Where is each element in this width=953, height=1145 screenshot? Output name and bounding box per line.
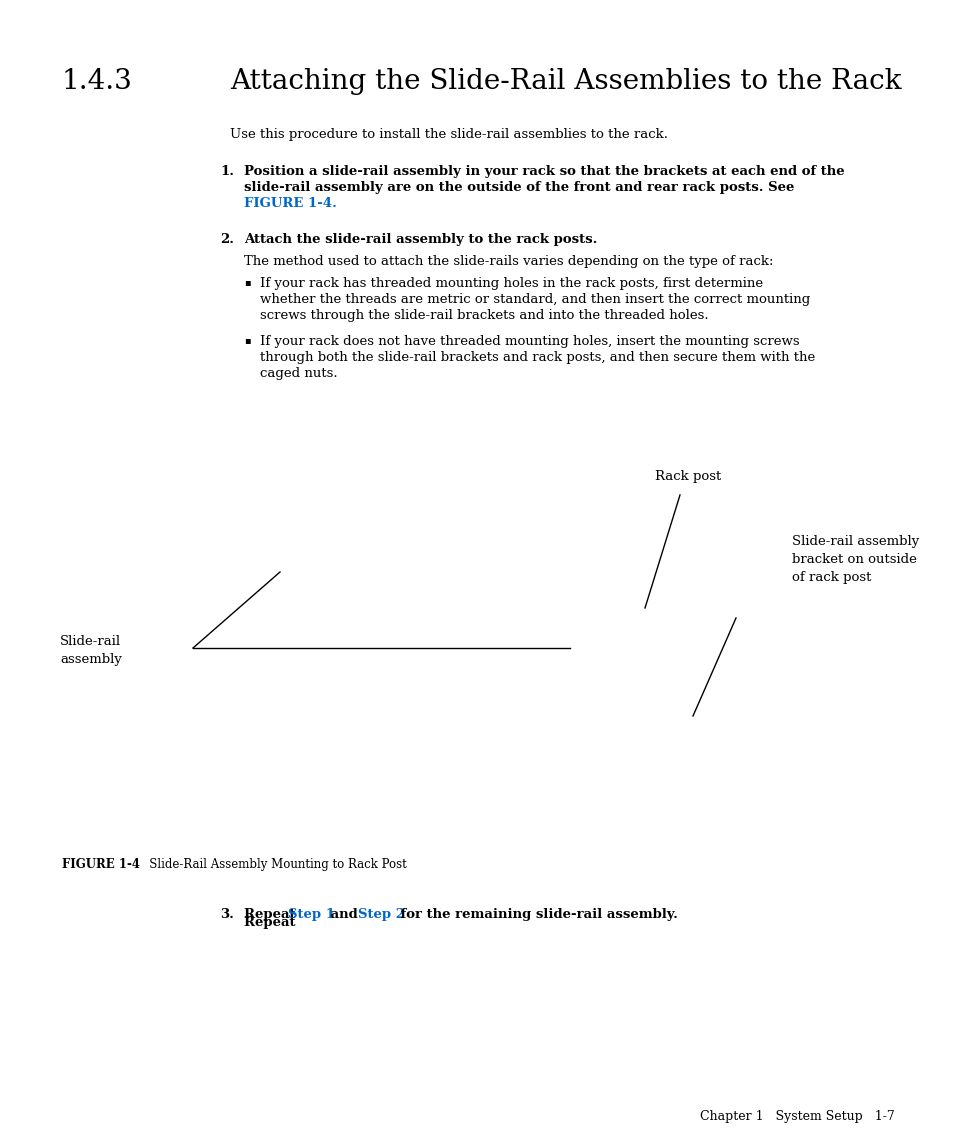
Text: Slide-rail
assembly: Slide-rail assembly: [60, 635, 122, 666]
Text: 2.: 2.: [220, 232, 233, 246]
Text: FIGURE 1-4: FIGURE 1-4: [62, 858, 140, 871]
Text: Step 1: Step 1: [288, 908, 335, 921]
Text: for the remaining slide-rail assembly.: for the remaining slide-rail assembly.: [395, 908, 678, 921]
Text: FIGURE 1-4.: FIGURE 1-4.: [244, 197, 336, 210]
Text: Slide-rail assembly
bracket on outside
of rack post: Slide-rail assembly bracket on outside o…: [791, 535, 919, 584]
Text: If your rack does not have threaded mounting holes, insert the mounting screws: If your rack does not have threaded moun…: [260, 335, 799, 348]
Text: Step 2: Step 2: [357, 908, 405, 921]
Text: 1.4.3: 1.4.3: [62, 68, 132, 95]
Text: through both the slide-rail brackets and rack posts, and then secure them with t: through both the slide-rail brackets and…: [260, 352, 815, 364]
Text: The method used to attach the slide-rails varies depending on the type of rack:: The method used to attach the slide-rail…: [244, 255, 773, 268]
Text: If your rack has threaded mounting holes in the rack posts, first determine: If your rack has threaded mounting holes…: [260, 277, 762, 290]
Text: 3.: 3.: [220, 908, 233, 921]
Text: screws through the slide-rail brackets and into the threaded holes.: screws through the slide-rail brackets a…: [260, 309, 708, 322]
Text: Use this procedure to install the slide-rail assemblies to the rack.: Use this procedure to install the slide-…: [230, 128, 667, 141]
Text: 1.: 1.: [220, 165, 233, 177]
Text: Attach the slide-rail assembly to the rack posts.: Attach the slide-rail assembly to the ra…: [244, 232, 597, 246]
Text: caged nuts.: caged nuts.: [260, 368, 337, 380]
Text: Repeat: Repeat: [244, 908, 300, 921]
Text: Repeat: Repeat: [244, 916, 300, 929]
Text: Attaching the Slide-Rail Assemblies to the Rack: Attaching the Slide-Rail Assemblies to t…: [230, 68, 901, 95]
Text: and: and: [326, 908, 362, 921]
Text: Chapter 1   System Setup   1-7: Chapter 1 System Setup 1-7: [700, 1110, 894, 1123]
Text: Rack post: Rack post: [655, 469, 720, 483]
Text: whether the threads are metric or standard, and then insert the correct mounting: whether the threads are metric or standa…: [260, 293, 809, 306]
Text: Slide-Rail Assembly Mounting to Rack Post: Slide-Rail Assembly Mounting to Rack Pos…: [138, 858, 406, 871]
Text: Position a slide-rail assembly in your rack so that the brackets at each end of : Position a slide-rail assembly in your r…: [244, 165, 843, 177]
Text: ▪: ▪: [244, 277, 251, 287]
Text: ▪: ▪: [244, 335, 251, 345]
Text: slide-rail assembly are on the outside of the front and rear rack posts. See: slide-rail assembly are on the outside o…: [244, 181, 794, 194]
